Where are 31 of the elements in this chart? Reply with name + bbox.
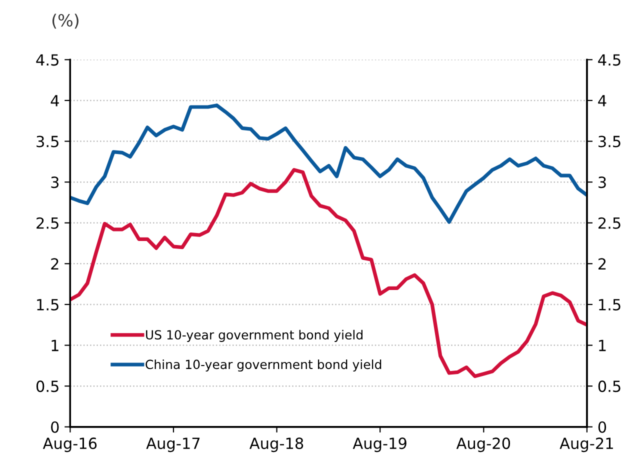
line-series (70, 104, 587, 224)
y-tick-label: 0.5 (36, 380, 58, 392)
y2-tick-label: 3.5 (598, 136, 620, 148)
x-tick-label: Aug-19 (352, 438, 406, 452)
x-tick-label: Aug-17 (146, 438, 200, 452)
y-tick-label: 0 (51, 421, 59, 433)
legend-label: US 10-year government bond yield (146, 330, 362, 342)
y2-tick-label: 2 (598, 258, 606, 270)
y2-tick-label: 3 (598, 176, 606, 188)
y2-tick-label: 2.5 (598, 217, 620, 229)
y2-tick-label: 0 (598, 421, 606, 433)
x-tick-label: Aug-21 (560, 438, 613, 452)
y-tick-label: 4.5 (36, 54, 58, 66)
legend-label: China 10-year government bond yield (146, 359, 382, 372)
y-axis-title: (%) (52, 14, 78, 29)
line-series (70, 168, 587, 378)
y-tick-label: 2 (51, 258, 58, 270)
y-tick-label: 3 (51, 176, 59, 188)
y2-tick-label: 4 (598, 95, 606, 106)
y2-tick-label: 1.5 (599, 299, 620, 310)
y-tick-label: 2.5 (36, 217, 58, 229)
y-tick-label: 4 (50, 95, 59, 106)
y2-tick-label: 0.5 (598, 380, 620, 392)
x-tick-label: Aug-20 (456, 438, 510, 452)
y-tick-label: 1 (52, 340, 58, 352)
x-tick-label: Aug-18 (250, 438, 304, 452)
y-tick-label: 1.5 (37, 299, 58, 310)
y2-tick-label: 1 (599, 340, 606, 352)
y-tick-label: 3.5 (36, 136, 58, 148)
x-tick-label: Aug-16 (42, 438, 97, 452)
y2-tick-label: 4.5 (598, 54, 620, 66)
